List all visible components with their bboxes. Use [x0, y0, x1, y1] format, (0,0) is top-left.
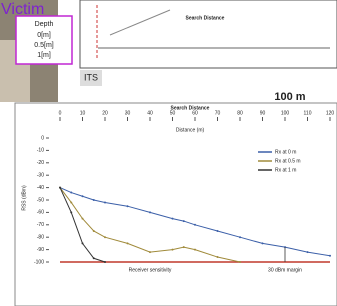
depth-level: 0[m] [37, 32, 51, 39]
x-tick-label: 70 [215, 110, 221, 116]
x-tick-label: 100 [281, 110, 290, 116]
y-tick-label: -100 [34, 259, 44, 265]
series-point [93, 230, 95, 232]
scale-label: 100 m [274, 91, 305, 103]
series-point [127, 205, 129, 207]
series-point [262, 242, 264, 244]
x-tick-label: 60 [192, 110, 198, 116]
series-point [82, 195, 84, 197]
y-tick-label: -30 [37, 173, 44, 179]
chart-title: Search Distance [171, 105, 210, 111]
legend-label: Rx at 1 m [275, 167, 296, 173]
legend-label: Rx at 0.5 m [275, 158, 301, 164]
x-tick-label: 90 [260, 110, 266, 116]
series-point [82, 218, 84, 220]
series-point [82, 242, 84, 244]
series-point [307, 251, 309, 253]
series-point [183, 246, 185, 248]
series-point [70, 201, 72, 203]
device-label: ITS [84, 72, 98, 82]
photo-label: Victim [1, 1, 44, 18]
y-tick-label: -20 [37, 160, 44, 166]
series-point [149, 251, 151, 253]
x-tick-label: 0 [59, 110, 62, 116]
y-tick-label: -50 [37, 197, 44, 203]
series-point [70, 192, 72, 194]
depth-title: Depth [35, 21, 54, 28]
y-tick-label: -80 [37, 235, 44, 241]
chart-frame [15, 103, 337, 306]
margin-label: 30 dBm margin [268, 267, 302, 273]
span-label: Search Distance [186, 15, 225, 21]
series-point [127, 242, 129, 244]
x-tick-label: 80 [237, 110, 243, 116]
x-tick-label: 120 [326, 110, 335, 116]
x-tick-label: 50 [170, 110, 176, 116]
x-tick-label: 110 [304, 110, 312, 116]
x-tick-label: 30 [125, 110, 131, 116]
series-point [104, 236, 106, 238]
y-axis-label: RSS (dBm) [21, 185, 27, 211]
series-point [70, 211, 72, 213]
series-point [93, 199, 95, 201]
x-tick-label: 10 [80, 110, 86, 116]
screenshot: Victim Depth 0[m] 0.5[m] 1[m] ITS Search… [0, 0, 337, 306]
sensitivity-label: Receiver sensitivity [129, 267, 172, 273]
y-tick-label: -10 [37, 148, 44, 154]
series-point [172, 218, 174, 220]
series-point [183, 220, 185, 222]
x-axis-label: Distance (m) [176, 127, 205, 133]
y-tick-label: -40 [37, 185, 44, 191]
y-tick-label: -90 [37, 247, 44, 253]
diagram-box [80, 0, 337, 68]
legend-label: Rx at 0 m [275, 149, 296, 155]
y-tick-label: 0 [41, 135, 44, 141]
x-tick-label: 40 [147, 110, 153, 116]
series-point [194, 224, 196, 226]
series-point [149, 211, 151, 213]
series-point [217, 256, 219, 258]
depth-level: 1[m] [37, 52, 51, 59]
series-point [217, 230, 219, 232]
series-point [172, 249, 174, 251]
y-tick-label: -70 [37, 222, 44, 228]
series-point [104, 201, 106, 203]
series-point [239, 236, 241, 238]
series-point [104, 261, 106, 263]
series-point [329, 255, 331, 257]
x-tick-label: 20 [102, 110, 108, 116]
y-tick-label: -60 [37, 210, 44, 216]
series-point [239, 261, 241, 263]
depth-level: 0.5[m] [34, 42, 54, 49]
series-point [93, 257, 95, 259]
series-point [59, 187, 61, 189]
series-point [194, 249, 196, 251]
